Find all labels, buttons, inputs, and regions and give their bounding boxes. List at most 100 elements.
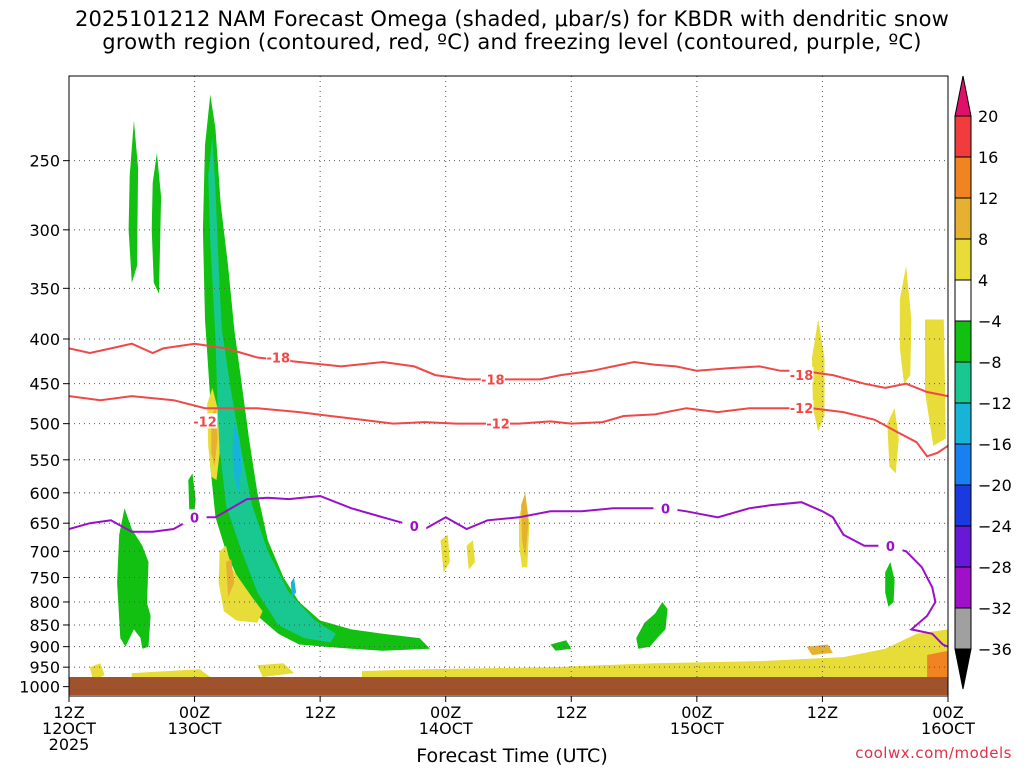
omega-region-17: [812, 319, 825, 432]
colorbar-label-12: −32: [978, 599, 1012, 618]
colorbar-box-2: [954, 156, 972, 199]
colorbar-label-1: 16: [978, 148, 998, 167]
colorbar-box-5: [954, 279, 972, 322]
chart-title: 2025101212 NAM Forecast Omega (shaded, μ…: [0, 8, 1024, 54]
omega-region-18: [887, 408, 899, 474]
y-tick-label-9: 700: [29, 542, 60, 561]
x-tick-label-4-0: 12Z: [556, 703, 587, 722]
x-tick-label-1-0: 00Z: [179, 703, 210, 722]
omega-region-25: [927, 650, 948, 685]
x-tick-label-1-1: 13OCT: [168, 719, 222, 738]
dendritic-contour-1-label-bg-0: [193, 413, 218, 429]
y-tick-label-4: 450: [29, 375, 60, 394]
freezing-contour: [69, 494, 948, 648]
omega-shading: [89, 94, 948, 687]
colorbar-label-6: −8: [978, 353, 1002, 372]
colorbar-box-13: [954, 607, 972, 650]
colorbar-label-4: 4: [978, 271, 988, 290]
freezing-contour-label-bg-0: [182, 509, 207, 525]
omega-region-19: [899, 266, 912, 384]
y-tick-label-1: 300: [29, 221, 60, 240]
x-tick-label-0-2: 2025: [49, 735, 90, 754]
omega-region-23: [257, 663, 294, 677]
freezing-contour-label-bg-2: [653, 500, 678, 516]
omega-region-16: [466, 540, 475, 570]
omega-region-15: [440, 534, 450, 573]
colorbar-box-8: [954, 402, 972, 445]
x-tick-label-7-0: 00Z: [932, 703, 963, 722]
dendritic-contour-0-label-2: -18: [790, 369, 814, 384]
colorbar-box-3: [954, 197, 972, 240]
colorbar-box-7: [954, 361, 972, 404]
colorbar-label-13: −36: [978, 640, 1012, 659]
dendritic-contour-0-label-1: -18: [481, 373, 505, 388]
omega-region-1: [151, 153, 162, 294]
dendritic-contour-1-label-bg-1: [486, 415, 511, 431]
omega-region-9: [636, 602, 668, 649]
terrain-band: [69, 677, 948, 695]
colorbar-box-11: [954, 525, 972, 568]
grid-lines: [69, 76, 948, 696]
x-tick-label-5-1: 15OCT: [670, 719, 724, 738]
colorbar-label-8: −16: [978, 435, 1012, 454]
freezing-contour-label-0: 0: [190, 511, 199, 526]
colorbar-box-12: [954, 566, 972, 609]
y-tick-label-10: 750: [29, 568, 60, 587]
y-tick-label-15: 1000: [19, 678, 60, 697]
omega-region-20: [925, 319, 946, 446]
y-tick-label-0: 250: [29, 152, 60, 171]
freezing-contour-label-3: 0: [886, 540, 895, 555]
dendritic-contour-0-label-bg-0: [266, 349, 291, 365]
colorbar-box-6: [954, 320, 972, 363]
credit-text: coolwx.com/models: [855, 744, 1012, 762]
colorbar-label-7: −12: [978, 394, 1012, 413]
x-tick-label-3-0: 00Z: [430, 703, 461, 722]
dendritic-contour-0: [69, 342, 948, 398]
x-tick-label-0-0: 12Z: [53, 703, 84, 722]
omega-region-28: [521, 492, 529, 557]
y-tick-label-2: 350: [29, 279, 60, 298]
omega-region-21: [89, 663, 105, 681]
omega-region-7: [139, 597, 151, 649]
dendritic-contour-1-label-1: -12: [486, 418, 510, 433]
omega-region-29: [806, 644, 833, 655]
dendritic-contour-0-label-0: -18: [267, 351, 291, 366]
y-tick-label-6: 550: [29, 451, 60, 470]
colorbar-label-3: 8: [978, 230, 988, 249]
omega-region-5: [290, 577, 297, 598]
colorbar-label-9: −20: [978, 476, 1012, 495]
colorbar-label-0: 20: [978, 107, 998, 126]
y-axis: 250 300 350 400 450 500 550 600 650 700 750 800 850 9…: [19, 152, 69, 697]
x-tick-label-7-1: 16OCT: [921, 719, 975, 738]
colorbar-label-2: 12: [978, 189, 998, 208]
plot-frame: [68, 75, 949, 697]
freezing-contour-label-2: 0: [661, 502, 670, 517]
colorbar-label-11: −28: [978, 558, 1012, 577]
omega-region-27: [226, 559, 235, 598]
dendritic-contour-0-label-bg-1: [480, 371, 505, 387]
colorbar-bottom-arrow: [954, 648, 972, 690]
dendritic-contour-1-label-2: -12: [790, 402, 814, 417]
colorbar-box-1: [954, 115, 972, 158]
x-tick-label-3-1: 14OCT: [419, 719, 473, 738]
y-tick-label-11: 800: [29, 593, 60, 612]
y-tick-label-13: 900: [29, 638, 60, 657]
y-tick-label-5: 500: [29, 415, 60, 434]
omega-region-10: [885, 562, 895, 607]
dendritic-contour-0-label-bg-2: [789, 367, 814, 383]
x-tick-label-5-0: 00Z: [681, 703, 712, 722]
colorbar: 20 16 12 8 4 −4 −8 −12 −16 −20 −24 −28 −32 −36: [954, 75, 1012, 690]
y-tick-label-14: 950: [29, 658, 60, 677]
freezing-contour-label-bg-1: [402, 518, 427, 534]
dendritic-contour-1-label-bg-2: [789, 400, 814, 416]
colorbar-label-10: −24: [978, 517, 1012, 536]
omega-region-11: [550, 640, 572, 651]
x-tick-label-0-1: 12OCT: [42, 719, 96, 738]
omega-region-24: [362, 629, 948, 687]
colorbar-box-4: [954, 238, 972, 281]
title-line-1: 2025101212 NAM Forecast Omega (shaded, μ…: [74, 7, 950, 31]
colorbar-box-10: [954, 484, 972, 527]
contour-lines: -18 -18 -18 -12 -12 -12 0 0 0 0: [69, 342, 948, 648]
colorbar-box-9: [954, 443, 972, 486]
